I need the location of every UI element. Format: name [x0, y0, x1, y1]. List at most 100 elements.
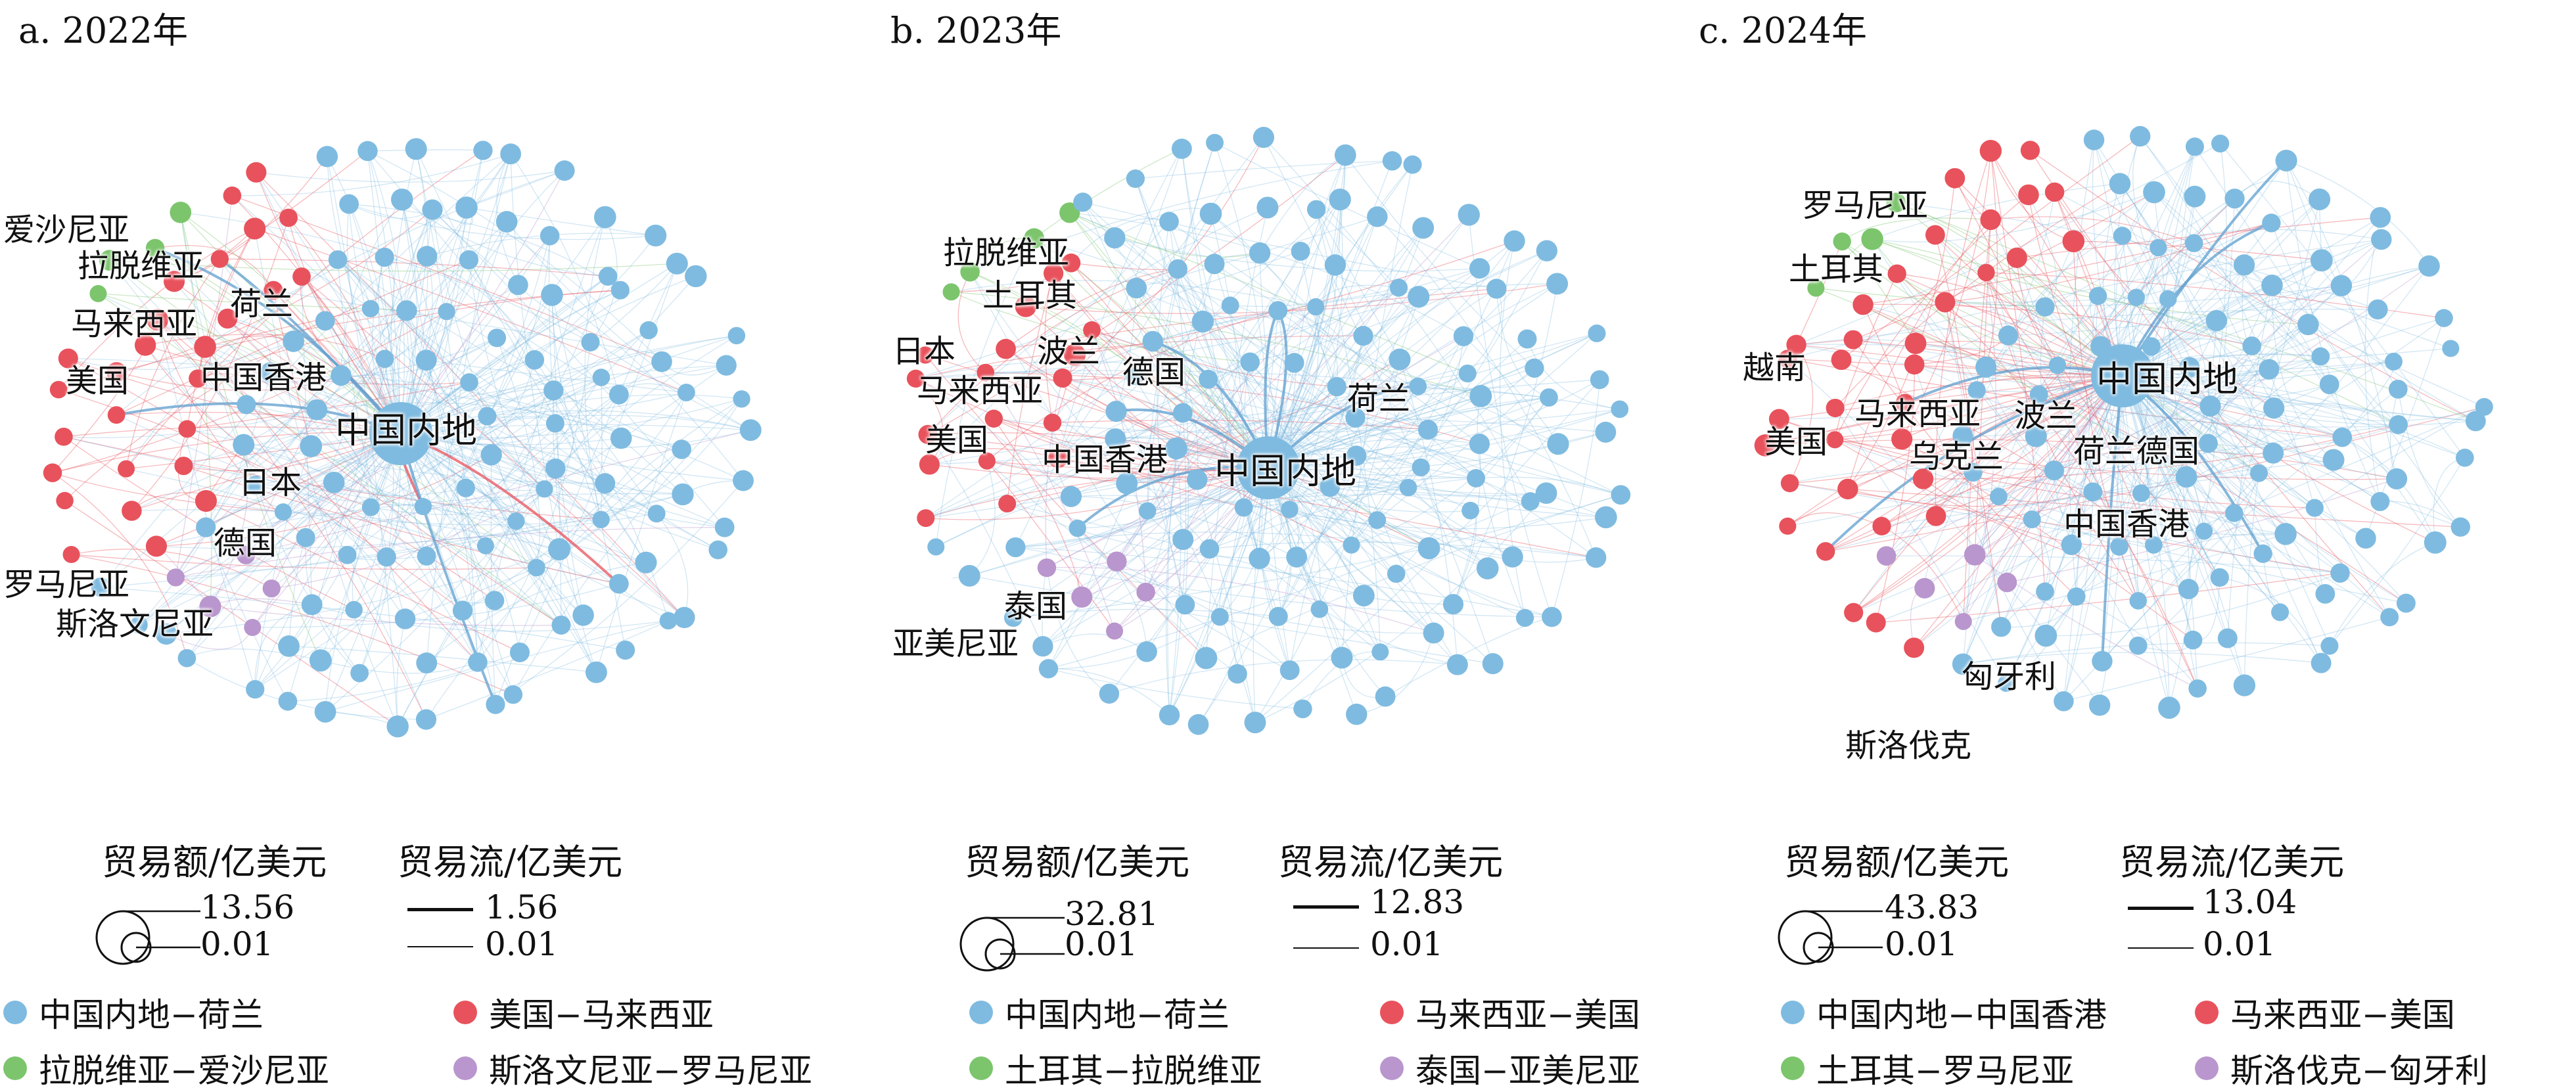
country-node [194, 336, 216, 358]
country-node [2259, 359, 2280, 380]
country-node [2210, 568, 2229, 587]
country-node [2048, 356, 2067, 374]
country-node [2183, 630, 2203, 650]
trade-flow-edge [1329, 486, 1435, 634]
country-node [581, 332, 600, 351]
country-node [2370, 491, 2390, 511]
country-node [1279, 660, 1300, 681]
trade-flow-edge [1069, 212, 1269, 468]
country-node [2035, 624, 2058, 647]
trade-flow-edge [400, 424, 751, 434]
country-node [685, 265, 707, 288]
country-node [1417, 419, 1438, 440]
trade-flow-edge [929, 397, 1550, 465]
country-node [2184, 234, 2203, 252]
trade-flow-edge [915, 250, 1301, 379]
trade-flow-edge [1015, 148, 1182, 548]
country-node [1346, 445, 1367, 466]
main-node [1237, 436, 1300, 499]
trade-flow-edge [1214, 142, 1270, 468]
trade-flow-edge [2100, 338, 2252, 347]
trade-flow-edge [400, 335, 737, 434]
trade-flow-edge [154, 248, 402, 434]
country-node [1253, 127, 1275, 148]
country-node [210, 250, 229, 268]
trade-flow-edge [1069, 212, 1269, 468]
trade-flow-edge [1914, 364, 2390, 618]
trade-flow-edge [1875, 317, 2445, 623]
country-node [2184, 185, 2206, 208]
trade-flow-edge [2122, 375, 2326, 595]
trade-flow-edge [1990, 150, 2046, 592]
trade-flow-edge [1954, 177, 2220, 578]
trade-flow-edge [1897, 273, 2139, 646]
trade-flow-edge [1057, 199, 1341, 459]
trade-flow-edge [2054, 470, 2189, 589]
node-label: 日本 [239, 464, 302, 501]
trade-flow-edge [405, 276, 609, 620]
country-node [609, 574, 629, 594]
country-node [1334, 144, 1356, 166]
trade-flow-edge [1136, 288, 1199, 480]
trade-flow-edge [1787, 238, 2381, 359]
trade-flow-edge [1057, 451, 1357, 459]
country-node [2271, 603, 2289, 622]
trade-flow-edge [71, 554, 514, 695]
country-node [2225, 504, 2243, 522]
trade-flow-edge [1007, 273, 1054, 504]
trade-flow-edge [426, 154, 511, 664]
trade-flow-edge [2119, 196, 2196, 547]
country-node [1954, 612, 1972, 630]
trade-flow-edge [254, 433, 402, 690]
trade-flow-edge [116, 170, 565, 416]
country-node [1990, 487, 2008, 506]
trade-flow-edge [205, 375, 342, 528]
trade-flow-edge [1091, 330, 1186, 605]
trade-flow-edge [2035, 436, 2286, 535]
trade-flow-edge [1077, 455, 1357, 529]
country-node [1453, 326, 1474, 346]
trade-flow-edge [131, 337, 497, 512]
country-node [1872, 516, 1891, 536]
trade-flow-edge [1377, 216, 1597, 558]
trade-flow-edge [1477, 396, 1526, 618]
country-node [2179, 357, 2200, 378]
country-node [651, 351, 672, 373]
trade-flow-edge [2092, 217, 2381, 493]
trade-flow-edge [2122, 375, 2461, 528]
trade-flow-edge [1835, 407, 2007, 684]
country-node [906, 369, 925, 388]
trade-flow-edge [52, 472, 188, 658]
trade-flow-edge [1853, 339, 2476, 422]
trade-flow-edge [1779, 375, 2123, 420]
trade-flow-edge [1034, 238, 1429, 549]
country-node [551, 615, 571, 635]
country-node [62, 546, 80, 564]
country-node [2233, 674, 2256, 696]
country-node [2389, 415, 2408, 434]
trade-flow-edge [2122, 235, 2322, 664]
trade-flow-edge [187, 228, 256, 429]
country-node [1286, 547, 1307, 568]
category-legend-item: 斯洛伐克−匈牙利 [2195, 1045, 2488, 1086]
panel-title: b. 2023年 [890, 10, 1062, 51]
country-node [1105, 400, 1127, 422]
country-node [1886, 192, 1906, 213]
legend-size-title: 贸易额/亿美元 [1784, 842, 2010, 883]
trade-flow-edge [2188, 407, 2274, 589]
country-node [1204, 254, 1225, 275]
trade-flow-edge [1962, 375, 2123, 665]
country-node [1083, 321, 1101, 339]
trade-flow-edge [1852, 339, 2077, 597]
country-node [246, 680, 265, 699]
country-node [1469, 384, 1492, 407]
trade-flow-edge [1268, 373, 1468, 468]
trade-flow-edge [145, 344, 470, 385]
country-node [1399, 478, 1417, 497]
trade-flow-edge [1135, 160, 1392, 179]
trade-flow-edge [986, 461, 1596, 558]
trade-flow-edge [1881, 526, 1964, 622]
node-label: 土耳其 [1789, 251, 1884, 288]
country-node [237, 395, 256, 415]
trade-flow-edge [98, 293, 402, 434]
